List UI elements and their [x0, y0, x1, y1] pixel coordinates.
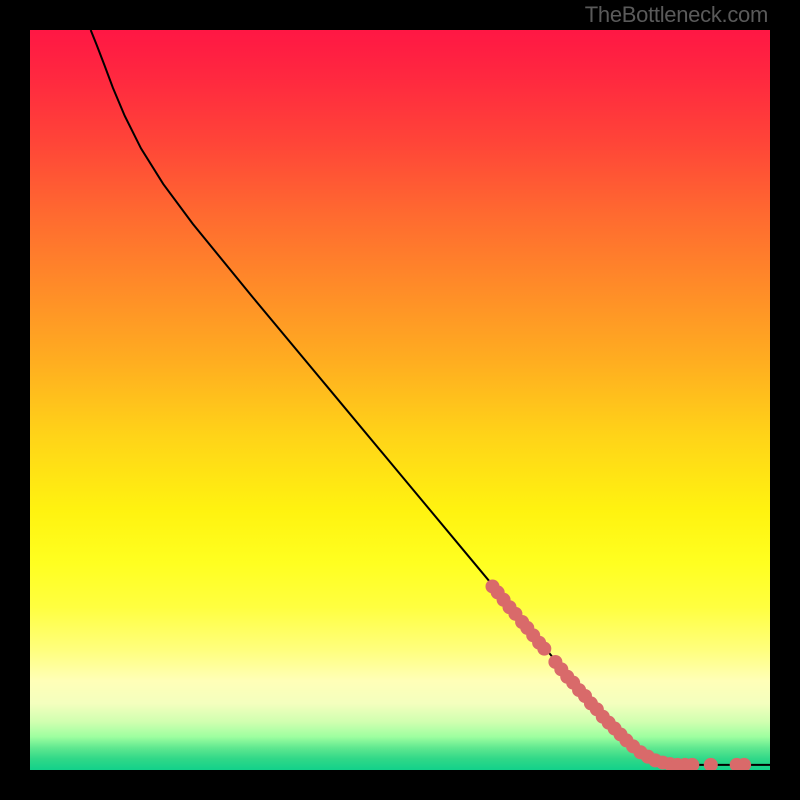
data-marker [537, 642, 551, 656]
bottleneck-chart [30, 30, 770, 770]
plot-background [30, 30, 770, 770]
chart-wrapper: TheBottleneck.com [0, 0, 800, 800]
attribution-label: TheBottleneck.com [585, 2, 768, 28]
